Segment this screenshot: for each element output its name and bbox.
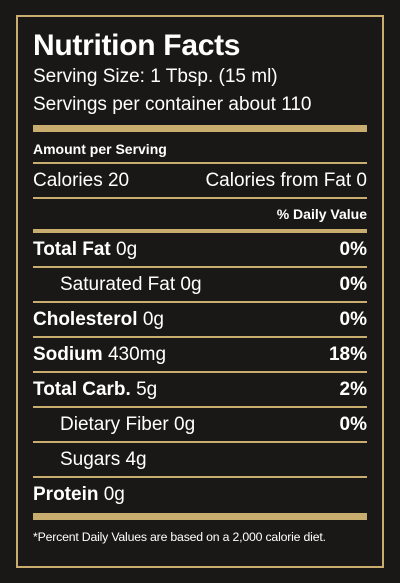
footnote: *Percent Daily Values are based on a 2,0… xyxy=(33,530,326,544)
nutrient-daily-value: 18% xyxy=(328,343,367,365)
nutrient-name: Saturated Fat xyxy=(60,273,176,295)
nutrient-daily-value: 0% xyxy=(339,308,367,330)
nutrient-name: Dietary Fiber xyxy=(60,413,169,435)
amount-per-serving: Amount per Serving xyxy=(33,141,167,157)
calories-value: Calories 20 xyxy=(33,169,130,191)
daily-value-header: % Daily Value xyxy=(276,206,367,222)
divider xyxy=(33,301,367,303)
divider xyxy=(33,441,367,443)
thick-divider xyxy=(33,513,367,520)
nutrient-amount: 430mg xyxy=(107,343,167,365)
divider xyxy=(33,197,367,199)
label-title: Nutrition Facts xyxy=(33,29,241,62)
medium-divider xyxy=(33,229,367,233)
nutrient-amount: 4g xyxy=(125,448,147,470)
nutrition-facts-panel: Nutrition Facts Serving Size: 1 Tbsp. (1… xyxy=(16,15,384,568)
nutrient-name: Total Fat xyxy=(33,238,111,260)
divider xyxy=(33,476,367,478)
nutrient-amount: 0g xyxy=(116,238,138,260)
nutrient-daily-value: 2% xyxy=(339,378,367,400)
nutrient-name: Sodium xyxy=(33,343,103,365)
calories-row: Calories 20 Calories from Fat 0 xyxy=(33,164,367,197)
nutrient-daily-value: 0% xyxy=(339,238,367,260)
divider xyxy=(33,336,367,338)
divider xyxy=(33,266,367,268)
nutrient-daily-value: 0% xyxy=(339,273,367,295)
divider xyxy=(33,371,367,373)
nutrient-row-dietary-fiber: Dietary Fiber 0g 0% xyxy=(33,408,367,441)
nutrient-name: Total Carb. xyxy=(33,378,131,400)
nutrient-name: Cholesterol xyxy=(33,308,138,330)
divider xyxy=(33,162,367,164)
nutrient-amount: 0g xyxy=(103,483,125,505)
servings-per-container: Servings per container about 110 xyxy=(33,94,312,115)
nutrient-row-protein: Protein 0g xyxy=(33,478,367,511)
nutrient-amount: 5g xyxy=(136,378,158,400)
nutrient-row-total-fat: Total Fat 0g 0% xyxy=(33,233,367,266)
thick-divider xyxy=(33,125,367,132)
nutrient-amount: 0g xyxy=(142,308,164,330)
nutrient-row-sugars: Sugars 4g xyxy=(33,443,367,476)
divider xyxy=(33,406,367,408)
nutrient-name: Sugars xyxy=(60,448,121,470)
nutrient-daily-value: 0% xyxy=(339,413,367,435)
nutrient-row-sodium: Sodium 430mg 18% xyxy=(33,338,367,371)
nutrient-amount: 0g xyxy=(180,273,202,295)
serving-size: Serving Size: 1 Tbsp. (15 ml) xyxy=(33,66,278,87)
nutrient-row-total-carb: Total Carb. 5g 2% xyxy=(33,373,367,406)
nutrient-name: Protein xyxy=(33,483,99,505)
calories-from-fat: Calories from Fat 0 xyxy=(205,169,367,191)
nutrient-row-cholesterol: Cholesterol 0g 0% xyxy=(33,303,367,336)
nutrient-amount: 0g xyxy=(174,413,196,435)
nutrient-row-saturated-fat: Saturated Fat 0g 0% xyxy=(33,268,367,301)
